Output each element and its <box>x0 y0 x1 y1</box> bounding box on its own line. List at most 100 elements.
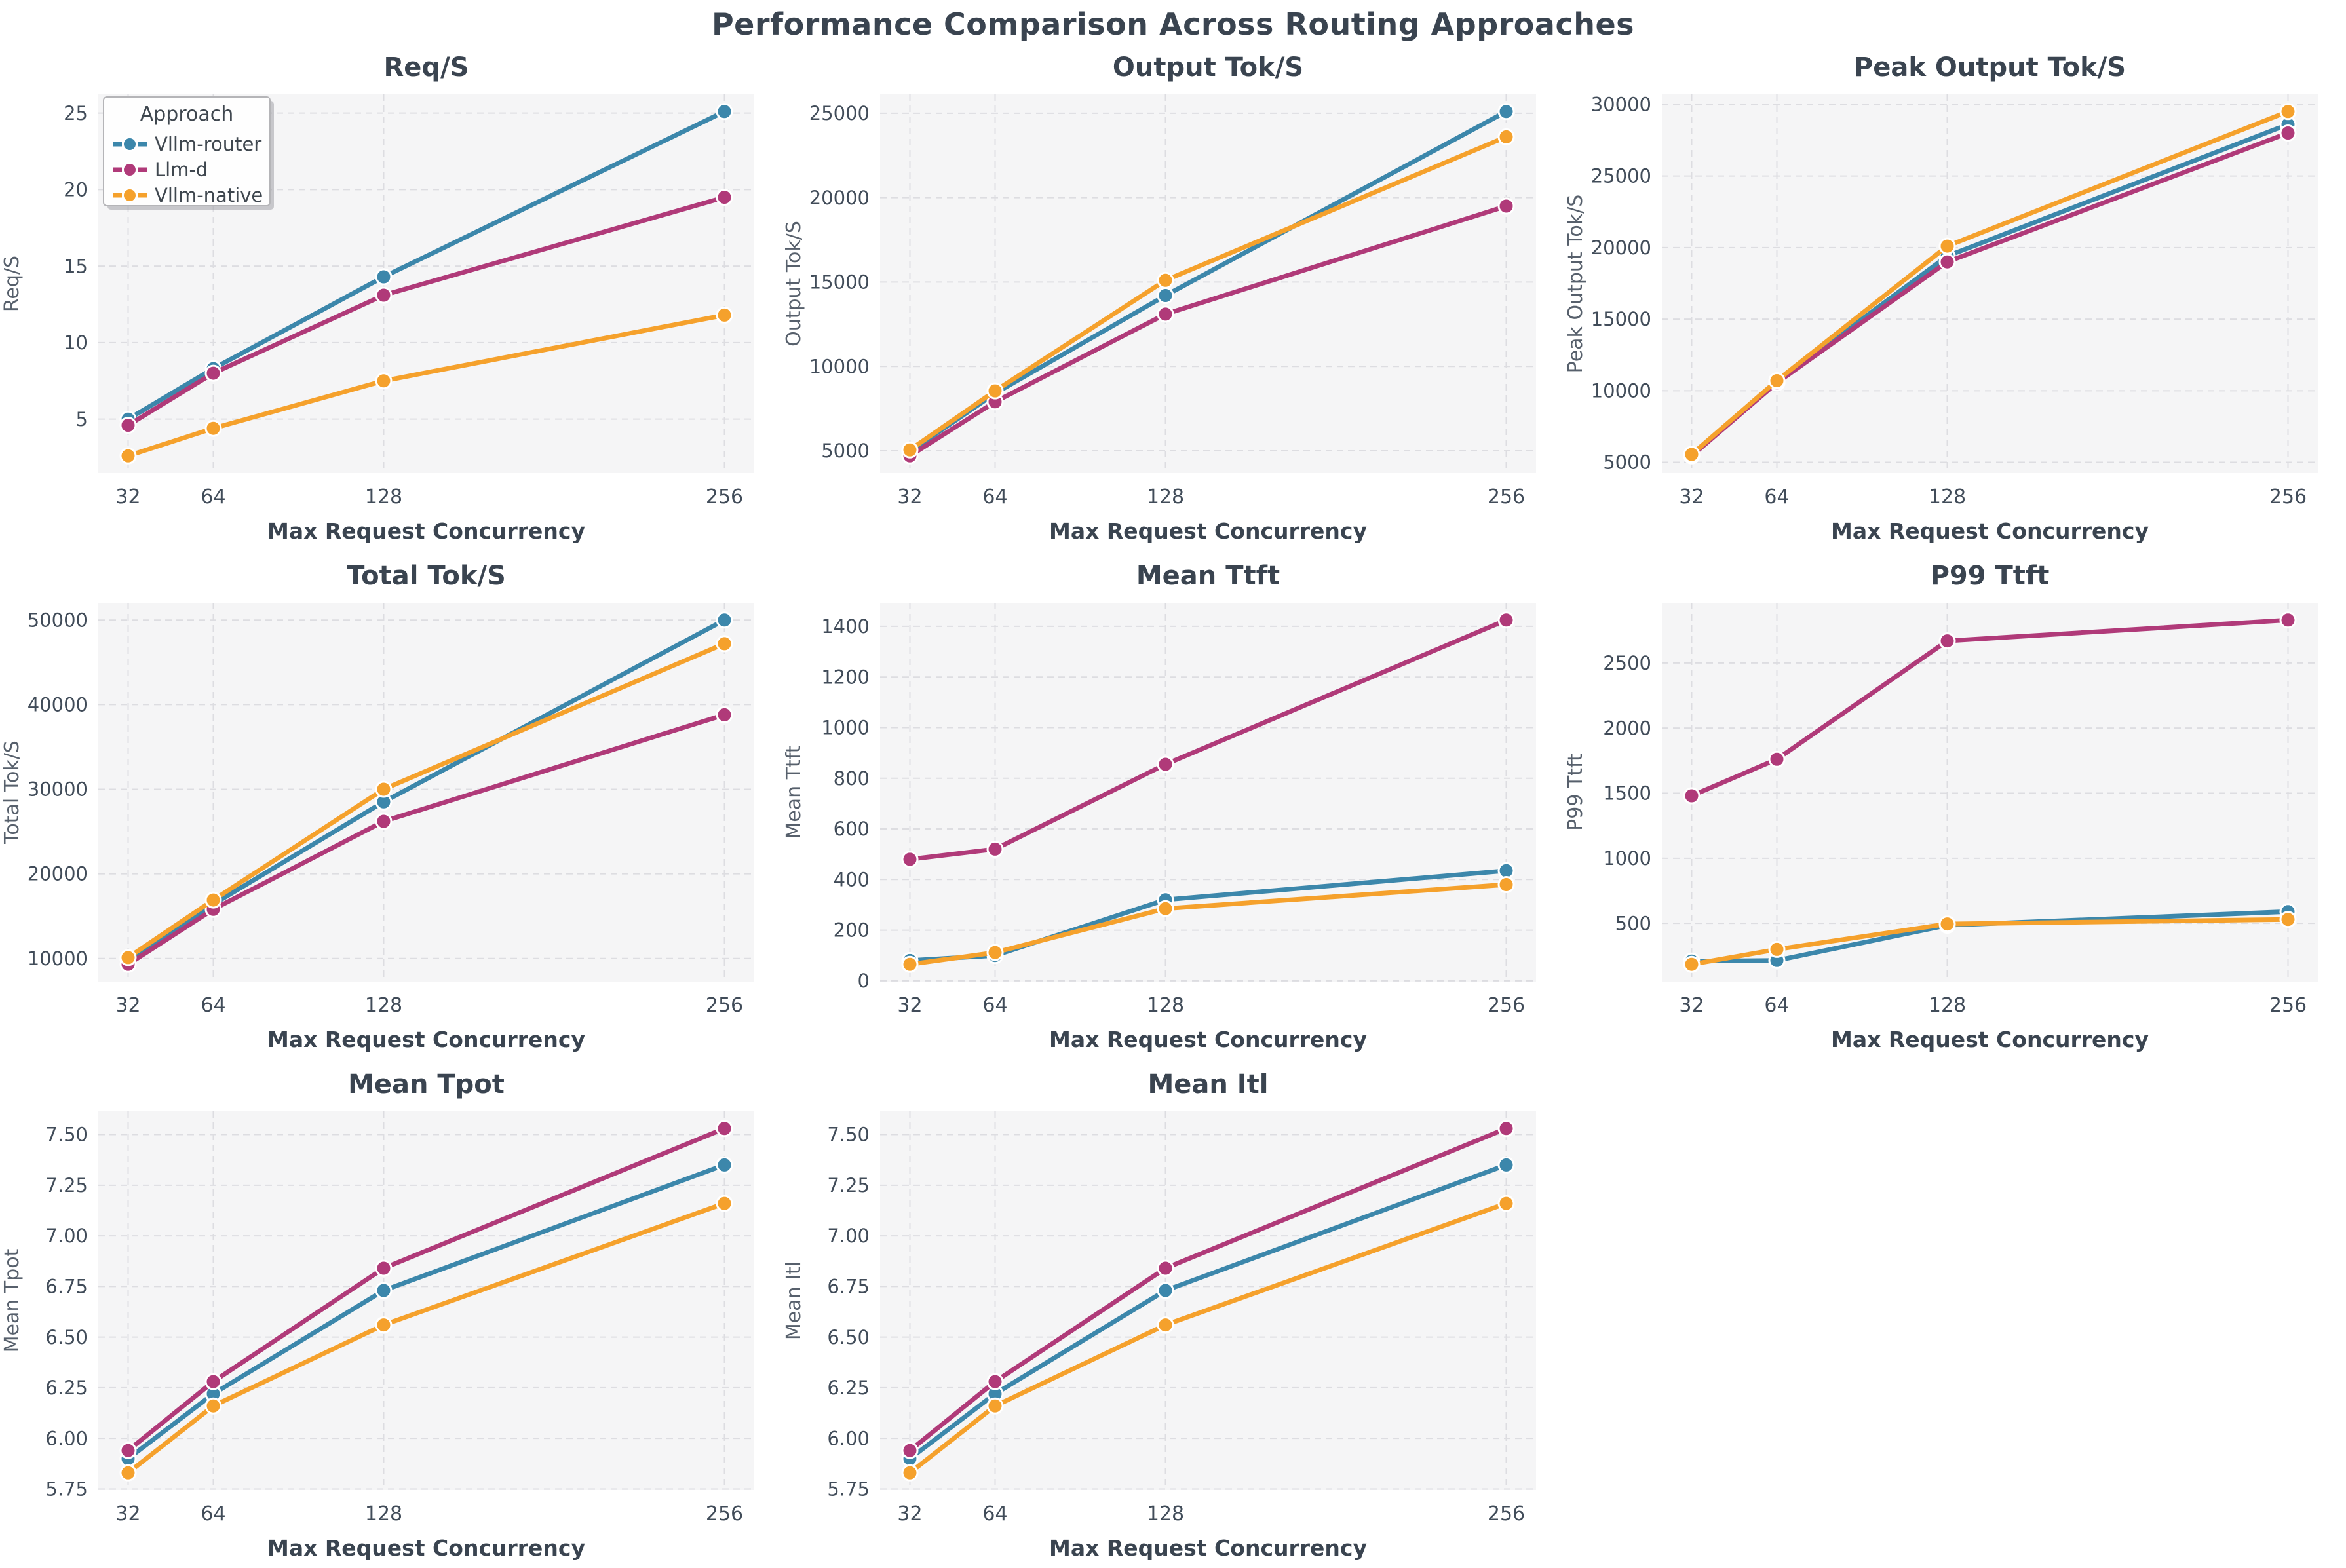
y-tick-label: 50000 <box>28 609 88 631</box>
y-axis-label: Req/S <box>1 256 24 312</box>
series-line <box>126 1162 727 1461</box>
series-vllm-native <box>119 635 733 966</box>
data-point <box>1683 955 1701 973</box>
y-tick-label: 5000 <box>1603 451 1651 474</box>
plot-area <box>880 1111 1536 1490</box>
y-tick-label: 7.50 <box>827 1124 870 1146</box>
data-point <box>119 1442 137 1459</box>
data-point <box>901 1464 919 1482</box>
series-vllm-native <box>901 1195 1515 1482</box>
y-tick-label: 2000 <box>1603 717 1651 739</box>
x-tick-label: 32 <box>897 994 922 1017</box>
legend-title: Approach <box>140 103 234 126</box>
data-point <box>2279 124 2297 142</box>
plot-area <box>880 94 1536 473</box>
series-line <box>1689 909 2290 964</box>
y-tick-label: 6.00 <box>45 1427 88 1449</box>
series-line <box>908 1126 1509 1453</box>
legend-marker <box>122 136 138 152</box>
series-line <box>908 1201 1509 1476</box>
series-llm-d <box>119 189 733 434</box>
x-tick-label: 32 <box>1679 486 1704 508</box>
series-line <box>126 617 727 962</box>
series-line <box>126 712 727 967</box>
subplot-title: Peak Output Tok/S <box>1854 52 2126 83</box>
series-line <box>126 195 727 428</box>
series-line <box>908 134 1509 453</box>
series-vllm-native <box>901 128 1515 459</box>
y-tick-label: 1400 <box>821 615 870 638</box>
y-tick-label: 5 <box>76 408 88 430</box>
data-point <box>1497 862 1515 879</box>
series-line <box>126 313 727 459</box>
chart-mean-tpot: 5.75 6.00 6.25 6.50 6.75 7.00 7.25 7.50 32 64 128 2… <box>1 1069 754 1561</box>
subplot-title: P99 Ttft <box>1931 561 2050 591</box>
series-llm-d <box>119 1120 733 1459</box>
legend-marker <box>122 162 138 178</box>
y-tick-label: 600 <box>834 818 870 840</box>
y-tick-label: 30000 <box>1591 93 1651 115</box>
y-tick-label: 7.50 <box>45 1124 88 1146</box>
data-point <box>716 611 733 629</box>
subplot-title: Mean Itl <box>1147 1069 1268 1100</box>
x-tick-label: 32 <box>115 1502 140 1525</box>
x-axis-label: Max Request Concurrency <box>1049 1027 1367 1052</box>
x-axis-label: Max Request Concurrency <box>1049 1535 1367 1561</box>
data-point <box>986 944 1004 961</box>
series-vllm-native <box>1683 103 2297 463</box>
subplot-mean-itl: 5.75 6.00 6.25 6.50 6.75 7.00 7.25 7.50 32 64 128 2… <box>782 1059 1564 1567</box>
data-point <box>1157 755 1174 773</box>
data-point <box>1157 271 1174 289</box>
x-tick-label: 256 <box>706 1502 743 1525</box>
y-axis-label: Mean Ttft <box>782 745 805 839</box>
x-tick-label: 128 <box>365 486 402 508</box>
x-axis-label: Max Request Concurrency <box>267 518 585 544</box>
data-point <box>375 780 393 798</box>
y-tick-label: 15 <box>64 255 88 277</box>
legend-box <box>103 96 271 206</box>
data-point <box>1497 876 1515 893</box>
subplot-title: Total Tok/S <box>347 561 506 591</box>
series-llm-d <box>901 611 1515 868</box>
series-line <box>126 1126 727 1453</box>
data-point <box>1768 750 1786 768</box>
series-vllm-native <box>119 1195 733 1482</box>
data-point <box>1157 900 1174 917</box>
y-tick-label: 20000 <box>28 863 88 885</box>
data-point <box>716 103 733 121</box>
legend-entry-label: Vllm-native <box>155 184 263 206</box>
y-tick-label: 15000 <box>1591 308 1651 330</box>
data-point <box>1768 940 1786 958</box>
x-axis-label: Max Request Concurrency <box>267 1027 585 1052</box>
chart-output-tok-s: 5000 10000 15000 20000 25000 32 64 128 256 Output… <box>782 52 1536 544</box>
data-point <box>375 372 393 390</box>
x-tick-label: 256 <box>706 994 743 1017</box>
chart-mean-itl: 5.75 6.00 6.25 6.50 6.75 7.00 7.25 7.50 32 64 128 2… <box>782 1069 1536 1561</box>
subplot-title: Output Tok/S <box>1113 52 1303 83</box>
y-tick-label: 25000 <box>809 102 870 124</box>
data-point <box>119 949 137 966</box>
y-axis-label: Peak Output Tok/S <box>1564 195 1587 373</box>
x-tick-label: 64 <box>201 994 225 1017</box>
x-tick-label: 32 <box>115 994 140 1017</box>
series-line <box>126 109 727 422</box>
x-tick-label: 32 <box>115 486 140 508</box>
y-tick-label: 5.75 <box>827 1478 870 1501</box>
x-tick-label: 128 <box>1147 486 1184 508</box>
series-line <box>1689 109 2290 457</box>
subplot-total-tok-s: 10000 20000 30000 40000 50000 32 64 128 256 Total… <box>0 550 782 1059</box>
data-point <box>901 851 919 868</box>
y-tick-label: 200 <box>834 919 870 942</box>
y-tick-label: 30000 <box>28 778 88 801</box>
x-tick-label: 32 <box>897 1502 922 1525</box>
y-tick-label: 400 <box>834 868 870 890</box>
y-tick-label: 6.25 <box>45 1377 88 1399</box>
data-point <box>119 447 137 465</box>
data-point <box>204 891 222 909</box>
data-point <box>1497 1120 1515 1138</box>
x-axis-label: Max Request Concurrency <box>1831 518 2149 544</box>
empty-cell <box>1564 1059 2345 1567</box>
x-tick-label: 256 <box>706 486 743 508</box>
y-tick-label: 7.00 <box>827 1225 870 1247</box>
y-tick-label: 20000 <box>1591 237 1651 259</box>
